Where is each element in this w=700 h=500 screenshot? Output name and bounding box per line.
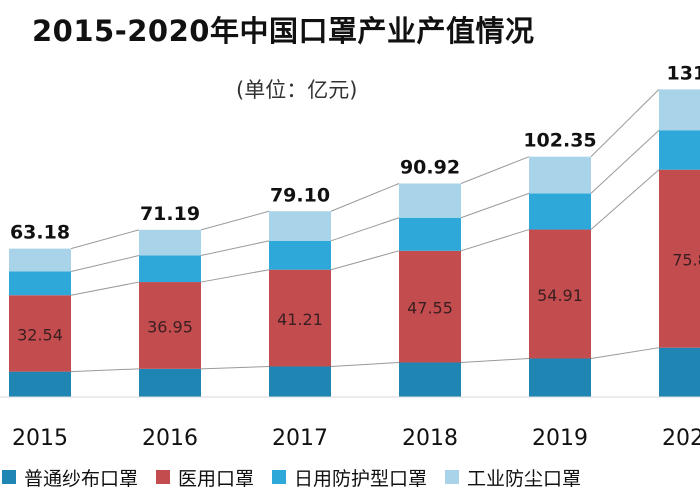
total-label: 71.19 [140, 203, 200, 225]
connector-line [200, 269, 270, 283]
segment-label: 41.21 [277, 310, 323, 329]
chart-title: 2015-2020年中国口罩产业产值情况 [32, 14, 535, 48]
connector-line [460, 229, 530, 252]
connector-line [200, 210, 270, 231]
legend-swatch [445, 470, 460, 484]
legend-item: 工业防尘口罩 [445, 464, 581, 491]
bar-2015-series-2 [9, 271, 71, 296]
total-label: 102.35 [523, 130, 596, 152]
x-tick-label: 2019 [532, 426, 588, 451]
bar-2018-series-2 [399, 217, 461, 251]
connector-line [460, 156, 530, 184]
bar-2015-series-1 [9, 295, 71, 372]
x-tick-label: 2020 [662, 426, 700, 451]
total-label: 79.10 [270, 184, 330, 206]
segment-label: 75.8 [672, 251, 700, 270]
bar-2020-series-2 [659, 130, 700, 170]
legend-item: 普通纱布口罩 [2, 464, 138, 491]
connector-line [70, 368, 140, 373]
x-tick-label: 2018 [402, 426, 458, 451]
bar-2020-series-1 [659, 169, 700, 348]
bar-2015-series-0 [9, 371, 71, 397]
bars [9, 89, 700, 397]
connector-line [460, 357, 530, 363]
legend: 普通纱布口罩 医用口罩 日用防护型口罩 工业防尘口罩 [0, 459, 700, 495]
connector-line [200, 365, 270, 370]
legend-swatch [2, 470, 16, 484]
connector-line [590, 129, 660, 194]
connector-lines [70, 89, 660, 373]
legend-item: 日用防护型口罩 [272, 464, 427, 491]
bar-2020-series-0 [659, 347, 700, 397]
connector-line [70, 255, 140, 273]
connector-line [590, 169, 660, 230]
legend-label: 日用防护型口罩 [294, 467, 428, 490]
bar-2019-series-3 [529, 156, 591, 194]
connector-line [590, 347, 660, 359]
total-label: 131. [667, 62, 700, 84]
segment-label: 54.91 [537, 286, 583, 305]
connector-line [200, 240, 270, 257]
legend-swatch [156, 470, 171, 484]
x-tick-label: 2016 [142, 426, 198, 451]
bar-2016-series-1 [139, 282, 201, 369]
unit-label: (单位：亿元) [236, 78, 358, 102]
bar-2020-series-3 [659, 89, 700, 131]
total-label: 90.92 [400, 157, 460, 179]
bar-2018-series-0 [399, 362, 461, 397]
legend-item: 医用口罩 [156, 464, 254, 491]
bar-2016-series-3 [139, 229, 201, 256]
legend-label: 工业防尘口罩 [467, 467, 582, 490]
data-labels: 32.54 63.18 36.95 71.19 41.21 79.10 47.55 90.92… [10, 62, 700, 344]
bar-2017-series-0 [269, 366, 331, 397]
connector-line [590, 89, 660, 158]
bar-2017-series-1 [269, 269, 331, 367]
connector-line [330, 250, 400, 271]
bar-2018-series-1 [399, 250, 461, 363]
bar-2017-series-2 [269, 240, 331, 270]
x-tick-labels: 2015 2016 2017 2018 2019 2020 [12, 426, 700, 451]
bar-2016-series-2 [139, 255, 201, 283]
connector-line [330, 183, 400, 212]
total-label: 63.18 [10, 222, 70, 244]
bar-2017-series-3 [269, 211, 331, 241]
connector-line [330, 217, 400, 242]
connector-line [330, 361, 400, 367]
x-tick-label: 2017 [272, 426, 328, 451]
segment-label: 32.54 [17, 325, 63, 344]
legend-swatch [272, 470, 287, 484]
connector-line [70, 281, 140, 296]
segment-label: 36.95 [147, 317, 193, 336]
bar-2016-series-0 [139, 368, 201, 397]
bar-2019-series-2 [529, 193, 591, 230]
segment-label: 47.55 [407, 299, 453, 318]
legend-label: 普通纱布口罩 [24, 467, 139, 490]
bar-2018-series-3 [399, 183, 461, 218]
bar-2019-series-1 [529, 229, 591, 359]
legend-label: 医用口罩 [178, 467, 255, 490]
bar-2015-series-3 [9, 248, 71, 272]
x-tick-label: 2015 [12, 426, 68, 451]
bar-2019-series-0 [529, 358, 591, 397]
connector-line [70, 229, 140, 250]
connector-line [460, 192, 530, 219]
